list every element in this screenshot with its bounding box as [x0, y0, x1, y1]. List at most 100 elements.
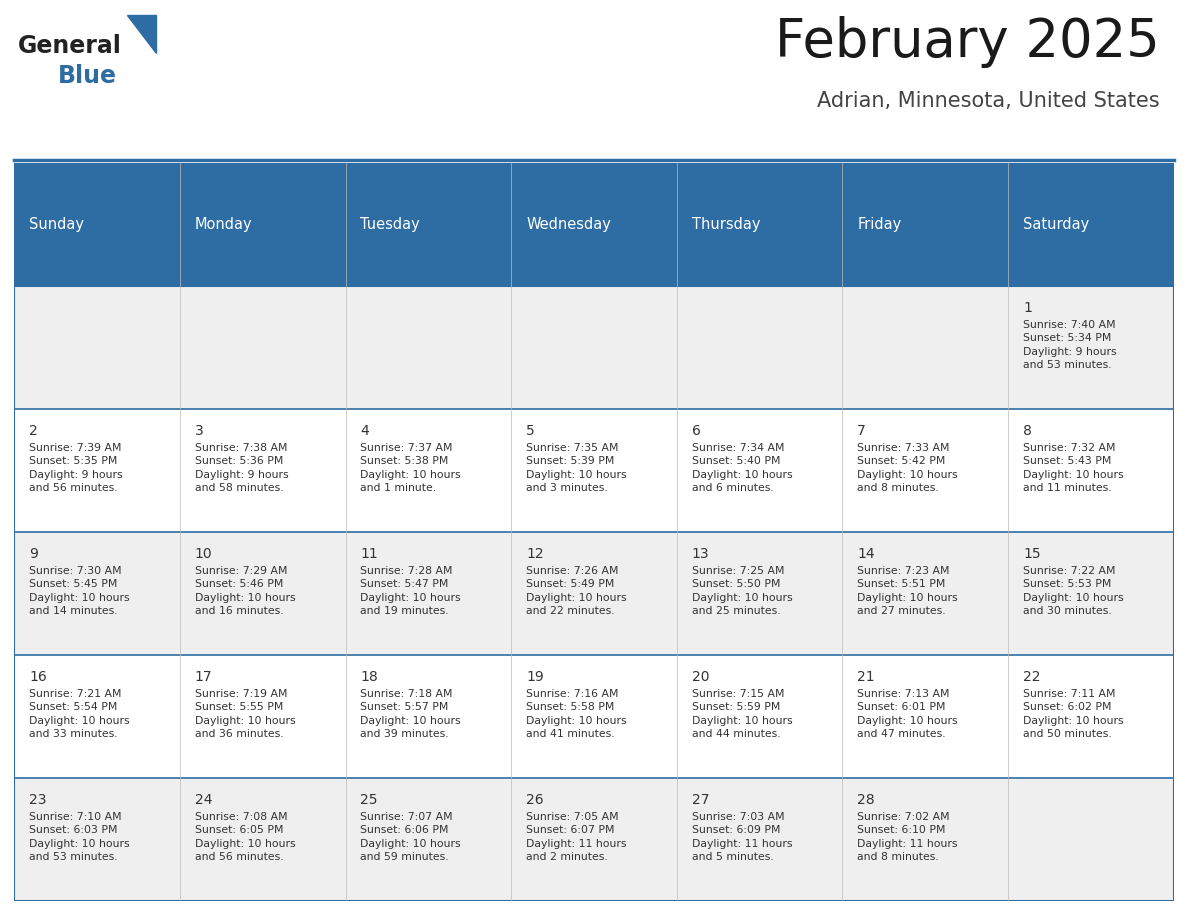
Text: Thursday: Thursday — [691, 218, 760, 232]
Bar — [346, 409, 511, 532]
Text: Sunrise: 7:25 AM
Sunset: 5:50 PM
Daylight: 10 hours
and 25 minutes.: Sunrise: 7:25 AM Sunset: 5:50 PM Dayligh… — [691, 565, 792, 617]
Text: 16: 16 — [30, 670, 46, 684]
Bar — [1009, 532, 1174, 655]
Text: 15: 15 — [1023, 547, 1041, 561]
Text: Sunrise: 7:29 AM
Sunset: 5:46 PM
Daylight: 10 hours
and 16 minutes.: Sunrise: 7:29 AM Sunset: 5:46 PM Dayligh… — [195, 565, 296, 617]
Bar — [1009, 409, 1174, 532]
Text: 7: 7 — [858, 424, 866, 438]
Bar — [14, 532, 179, 655]
Bar — [677, 655, 842, 778]
Bar — [179, 655, 346, 778]
Text: Tuesday: Tuesday — [360, 218, 421, 232]
Text: 28: 28 — [858, 793, 876, 807]
Text: 19: 19 — [526, 670, 544, 684]
Text: 20: 20 — [691, 670, 709, 684]
Text: 27: 27 — [691, 793, 709, 807]
Text: 22: 22 — [1023, 670, 1041, 684]
Text: Sunrise: 7:35 AM
Sunset: 5:39 PM
Daylight: 10 hours
and 3 minutes.: Sunrise: 7:35 AM Sunset: 5:39 PM Dayligh… — [526, 442, 627, 494]
Text: 8: 8 — [1023, 424, 1032, 438]
Bar — [179, 532, 346, 655]
Bar — [842, 655, 1009, 778]
Text: Sunrise: 7:33 AM
Sunset: 5:42 PM
Daylight: 10 hours
and 8 minutes.: Sunrise: 7:33 AM Sunset: 5:42 PM Dayligh… — [858, 442, 958, 494]
Bar — [346, 778, 511, 901]
Text: Sunrise: 7:18 AM
Sunset: 5:57 PM
Daylight: 10 hours
and 39 minutes.: Sunrise: 7:18 AM Sunset: 5:57 PM Dayligh… — [360, 688, 461, 740]
Bar — [346, 532, 511, 655]
Text: 10: 10 — [195, 547, 213, 561]
Text: February 2025: February 2025 — [775, 16, 1159, 68]
Text: Sunrise: 7:19 AM
Sunset: 5:55 PM
Daylight: 10 hours
and 36 minutes.: Sunrise: 7:19 AM Sunset: 5:55 PM Dayligh… — [195, 688, 296, 740]
Bar — [1009, 163, 1174, 286]
Bar — [511, 655, 677, 778]
Text: Sunrise: 7:23 AM
Sunset: 5:51 PM
Daylight: 10 hours
and 27 minutes.: Sunrise: 7:23 AM Sunset: 5:51 PM Dayligh… — [858, 565, 958, 617]
Text: Sunrise: 7:07 AM
Sunset: 6:06 PM
Daylight: 10 hours
and 59 minutes.: Sunrise: 7:07 AM Sunset: 6:06 PM Dayligh… — [360, 812, 461, 863]
Text: Sunrise: 7:08 AM
Sunset: 6:05 PM
Daylight: 10 hours
and 56 minutes.: Sunrise: 7:08 AM Sunset: 6:05 PM Dayligh… — [195, 812, 296, 863]
Text: 21: 21 — [858, 670, 876, 684]
Text: 26: 26 — [526, 793, 544, 807]
Bar — [14, 409, 179, 532]
Bar — [14, 778, 179, 901]
Text: Friday: Friday — [858, 218, 902, 232]
Text: Sunrise: 7:02 AM
Sunset: 6:10 PM
Daylight: 11 hours
and 8 minutes.: Sunrise: 7:02 AM Sunset: 6:10 PM Dayligh… — [858, 812, 958, 863]
Text: 18: 18 — [360, 670, 378, 684]
Text: Sunrise: 7:10 AM
Sunset: 6:03 PM
Daylight: 10 hours
and 53 minutes.: Sunrise: 7:10 AM Sunset: 6:03 PM Dayligh… — [30, 812, 129, 863]
Bar — [677, 163, 842, 286]
Text: Wednesday: Wednesday — [526, 218, 611, 232]
Bar — [511, 778, 677, 901]
Bar — [179, 778, 346, 901]
Bar — [14, 655, 179, 778]
Text: 1: 1 — [1023, 301, 1032, 315]
Text: 11: 11 — [360, 547, 378, 561]
Bar — [179, 286, 346, 409]
Text: 14: 14 — [858, 547, 876, 561]
Bar — [346, 286, 511, 409]
Text: Sunrise: 7:03 AM
Sunset: 6:09 PM
Daylight: 11 hours
and 5 minutes.: Sunrise: 7:03 AM Sunset: 6:09 PM Dayligh… — [691, 812, 792, 863]
Bar — [842, 778, 1009, 901]
Text: Sunday: Sunday — [30, 218, 84, 232]
Text: Sunrise: 7:16 AM
Sunset: 5:58 PM
Daylight: 10 hours
and 41 minutes.: Sunrise: 7:16 AM Sunset: 5:58 PM Dayligh… — [526, 688, 627, 740]
Bar — [179, 409, 346, 532]
Text: Sunrise: 7:40 AM
Sunset: 5:34 PM
Daylight: 9 hours
and 53 minutes.: Sunrise: 7:40 AM Sunset: 5:34 PM Dayligh… — [1023, 319, 1117, 371]
Text: Sunrise: 7:34 AM
Sunset: 5:40 PM
Daylight: 10 hours
and 6 minutes.: Sunrise: 7:34 AM Sunset: 5:40 PM Dayligh… — [691, 442, 792, 494]
Bar — [842, 409, 1009, 532]
Text: 23: 23 — [30, 793, 46, 807]
Bar — [677, 532, 842, 655]
Text: Sunrise: 7:21 AM
Sunset: 5:54 PM
Daylight: 10 hours
and 33 minutes.: Sunrise: 7:21 AM Sunset: 5:54 PM Dayligh… — [30, 688, 129, 740]
Bar — [677, 286, 842, 409]
Text: Monday: Monday — [195, 218, 252, 232]
Text: Adrian, Minnesota, United States: Adrian, Minnesota, United States — [817, 91, 1159, 110]
Text: 4: 4 — [360, 424, 369, 438]
Text: Sunrise: 7:15 AM
Sunset: 5:59 PM
Daylight: 10 hours
and 44 minutes.: Sunrise: 7:15 AM Sunset: 5:59 PM Dayligh… — [691, 688, 792, 740]
Bar — [842, 532, 1009, 655]
Text: 25: 25 — [360, 793, 378, 807]
Bar — [1009, 778, 1174, 901]
Bar — [511, 163, 677, 286]
Text: Sunrise: 7:28 AM
Sunset: 5:47 PM
Daylight: 10 hours
and 19 minutes.: Sunrise: 7:28 AM Sunset: 5:47 PM Dayligh… — [360, 565, 461, 617]
Text: Sunrise: 7:26 AM
Sunset: 5:49 PM
Daylight: 10 hours
and 22 minutes.: Sunrise: 7:26 AM Sunset: 5:49 PM Dayligh… — [526, 565, 627, 617]
Text: Sunrise: 7:32 AM
Sunset: 5:43 PM
Daylight: 10 hours
and 11 minutes.: Sunrise: 7:32 AM Sunset: 5:43 PM Dayligh… — [1023, 442, 1124, 494]
Bar — [14, 286, 179, 409]
Text: 9: 9 — [30, 547, 38, 561]
Text: Sunrise: 7:37 AM
Sunset: 5:38 PM
Daylight: 10 hours
and 1 minute.: Sunrise: 7:37 AM Sunset: 5:38 PM Dayligh… — [360, 442, 461, 494]
Text: 5: 5 — [526, 424, 535, 438]
Bar — [179, 163, 346, 286]
Text: 17: 17 — [195, 670, 213, 684]
Polygon shape — [127, 15, 157, 53]
Bar — [842, 163, 1009, 286]
Text: Blue: Blue — [57, 64, 116, 88]
Bar — [511, 286, 677, 409]
Text: Saturday: Saturday — [1023, 218, 1089, 232]
Bar — [677, 778, 842, 901]
Text: 24: 24 — [195, 793, 213, 807]
Bar — [346, 163, 511, 286]
Bar — [842, 286, 1009, 409]
Bar — [1009, 286, 1174, 409]
Bar — [14, 163, 179, 286]
Bar — [1009, 655, 1174, 778]
Text: General: General — [18, 34, 121, 58]
Text: Sunrise: 7:39 AM
Sunset: 5:35 PM
Daylight: 9 hours
and 56 minutes.: Sunrise: 7:39 AM Sunset: 5:35 PM Dayligh… — [30, 442, 122, 494]
Text: 12: 12 — [526, 547, 544, 561]
Text: Sunrise: 7:30 AM
Sunset: 5:45 PM
Daylight: 10 hours
and 14 minutes.: Sunrise: 7:30 AM Sunset: 5:45 PM Dayligh… — [30, 565, 129, 617]
Text: Sunrise: 7:11 AM
Sunset: 6:02 PM
Daylight: 10 hours
and 50 minutes.: Sunrise: 7:11 AM Sunset: 6:02 PM Dayligh… — [1023, 688, 1124, 740]
Text: Sunrise: 7:05 AM
Sunset: 6:07 PM
Daylight: 11 hours
and 2 minutes.: Sunrise: 7:05 AM Sunset: 6:07 PM Dayligh… — [526, 812, 626, 863]
Text: Sunrise: 7:22 AM
Sunset: 5:53 PM
Daylight: 10 hours
and 30 minutes.: Sunrise: 7:22 AM Sunset: 5:53 PM Dayligh… — [1023, 565, 1124, 617]
